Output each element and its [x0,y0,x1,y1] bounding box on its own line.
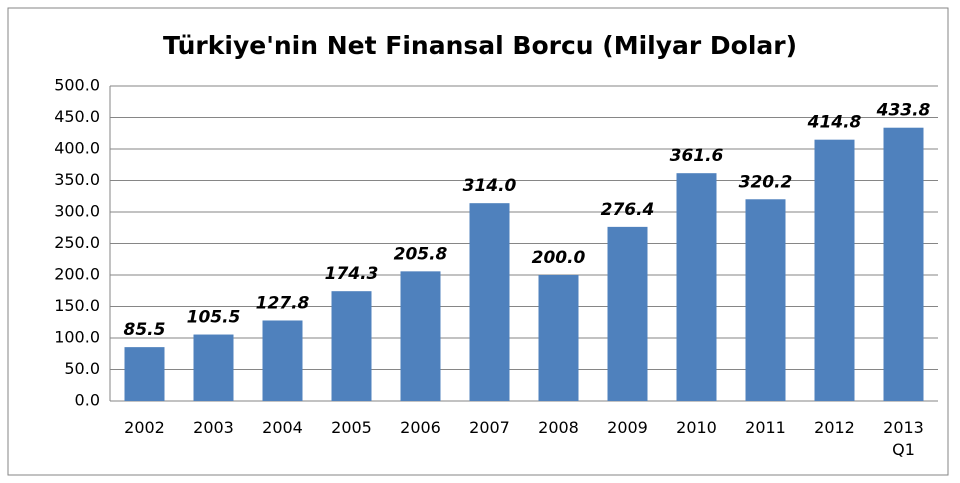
y-tick-label: 0.0 [75,391,100,410]
data-label: 127.8 [256,293,310,313]
x-tick-label: 2002 [124,418,165,437]
bar [538,275,579,401]
chart-title: Türkiye'nin Net Finansal Borcu (Milyar D… [163,31,797,60]
data-label: 276.4 [601,200,655,220]
x-tick-label: 2006 [400,418,441,437]
y-tick-label: 100.0 [54,328,100,347]
y-tick-label: 200.0 [54,265,100,284]
x-tick-label: 2005 [331,418,372,437]
x-tick-label: 2008 [538,418,579,437]
data-label: 320.2 [739,172,793,192]
y-tick-label: 500.0 [54,76,100,95]
data-label: 314.0 [463,176,517,196]
bar [193,334,234,401]
data-label: 414.8 [807,113,862,133]
y-tick-label: 250.0 [54,233,100,252]
y-tick-label: 50.0 [64,359,100,378]
bar [814,139,855,401]
bar [883,127,924,402]
bar [469,203,510,401]
x-tick-label: 2009 [607,418,648,437]
bar [400,271,441,401]
data-label: 361.6 [670,146,724,166]
y-tick-label: 400.0 [54,139,100,158]
data-label: 433.8 [876,101,931,121]
bar [607,226,648,401]
x-tick-label: 2004 [262,418,303,437]
data-label: 200.0 [532,248,586,268]
data-label: 174.3 [325,264,379,284]
y-tick-label: 150.0 [54,296,100,315]
bar [676,173,717,401]
data-label: 105.5 [187,308,241,328]
x-tick-label: 2013 Q1 [883,418,924,459]
data-label: 85.5 [124,320,166,340]
bar [745,199,786,401]
bar [262,320,303,401]
y-tick-label: 450.0 [54,107,100,126]
x-tick-label: 2011 [745,418,786,437]
x-tick-label: 2003 [193,418,234,437]
data-label: 205.8 [394,244,448,264]
bar [124,347,165,401]
x-tick-label: 2007 [469,418,510,437]
x-tick-label: 2012 [814,418,855,437]
y-tick-label: 300.0 [54,202,100,221]
y-tick-label: 350.0 [54,170,100,189]
x-tick-label: 2010 [676,418,717,437]
bar [331,291,372,401]
